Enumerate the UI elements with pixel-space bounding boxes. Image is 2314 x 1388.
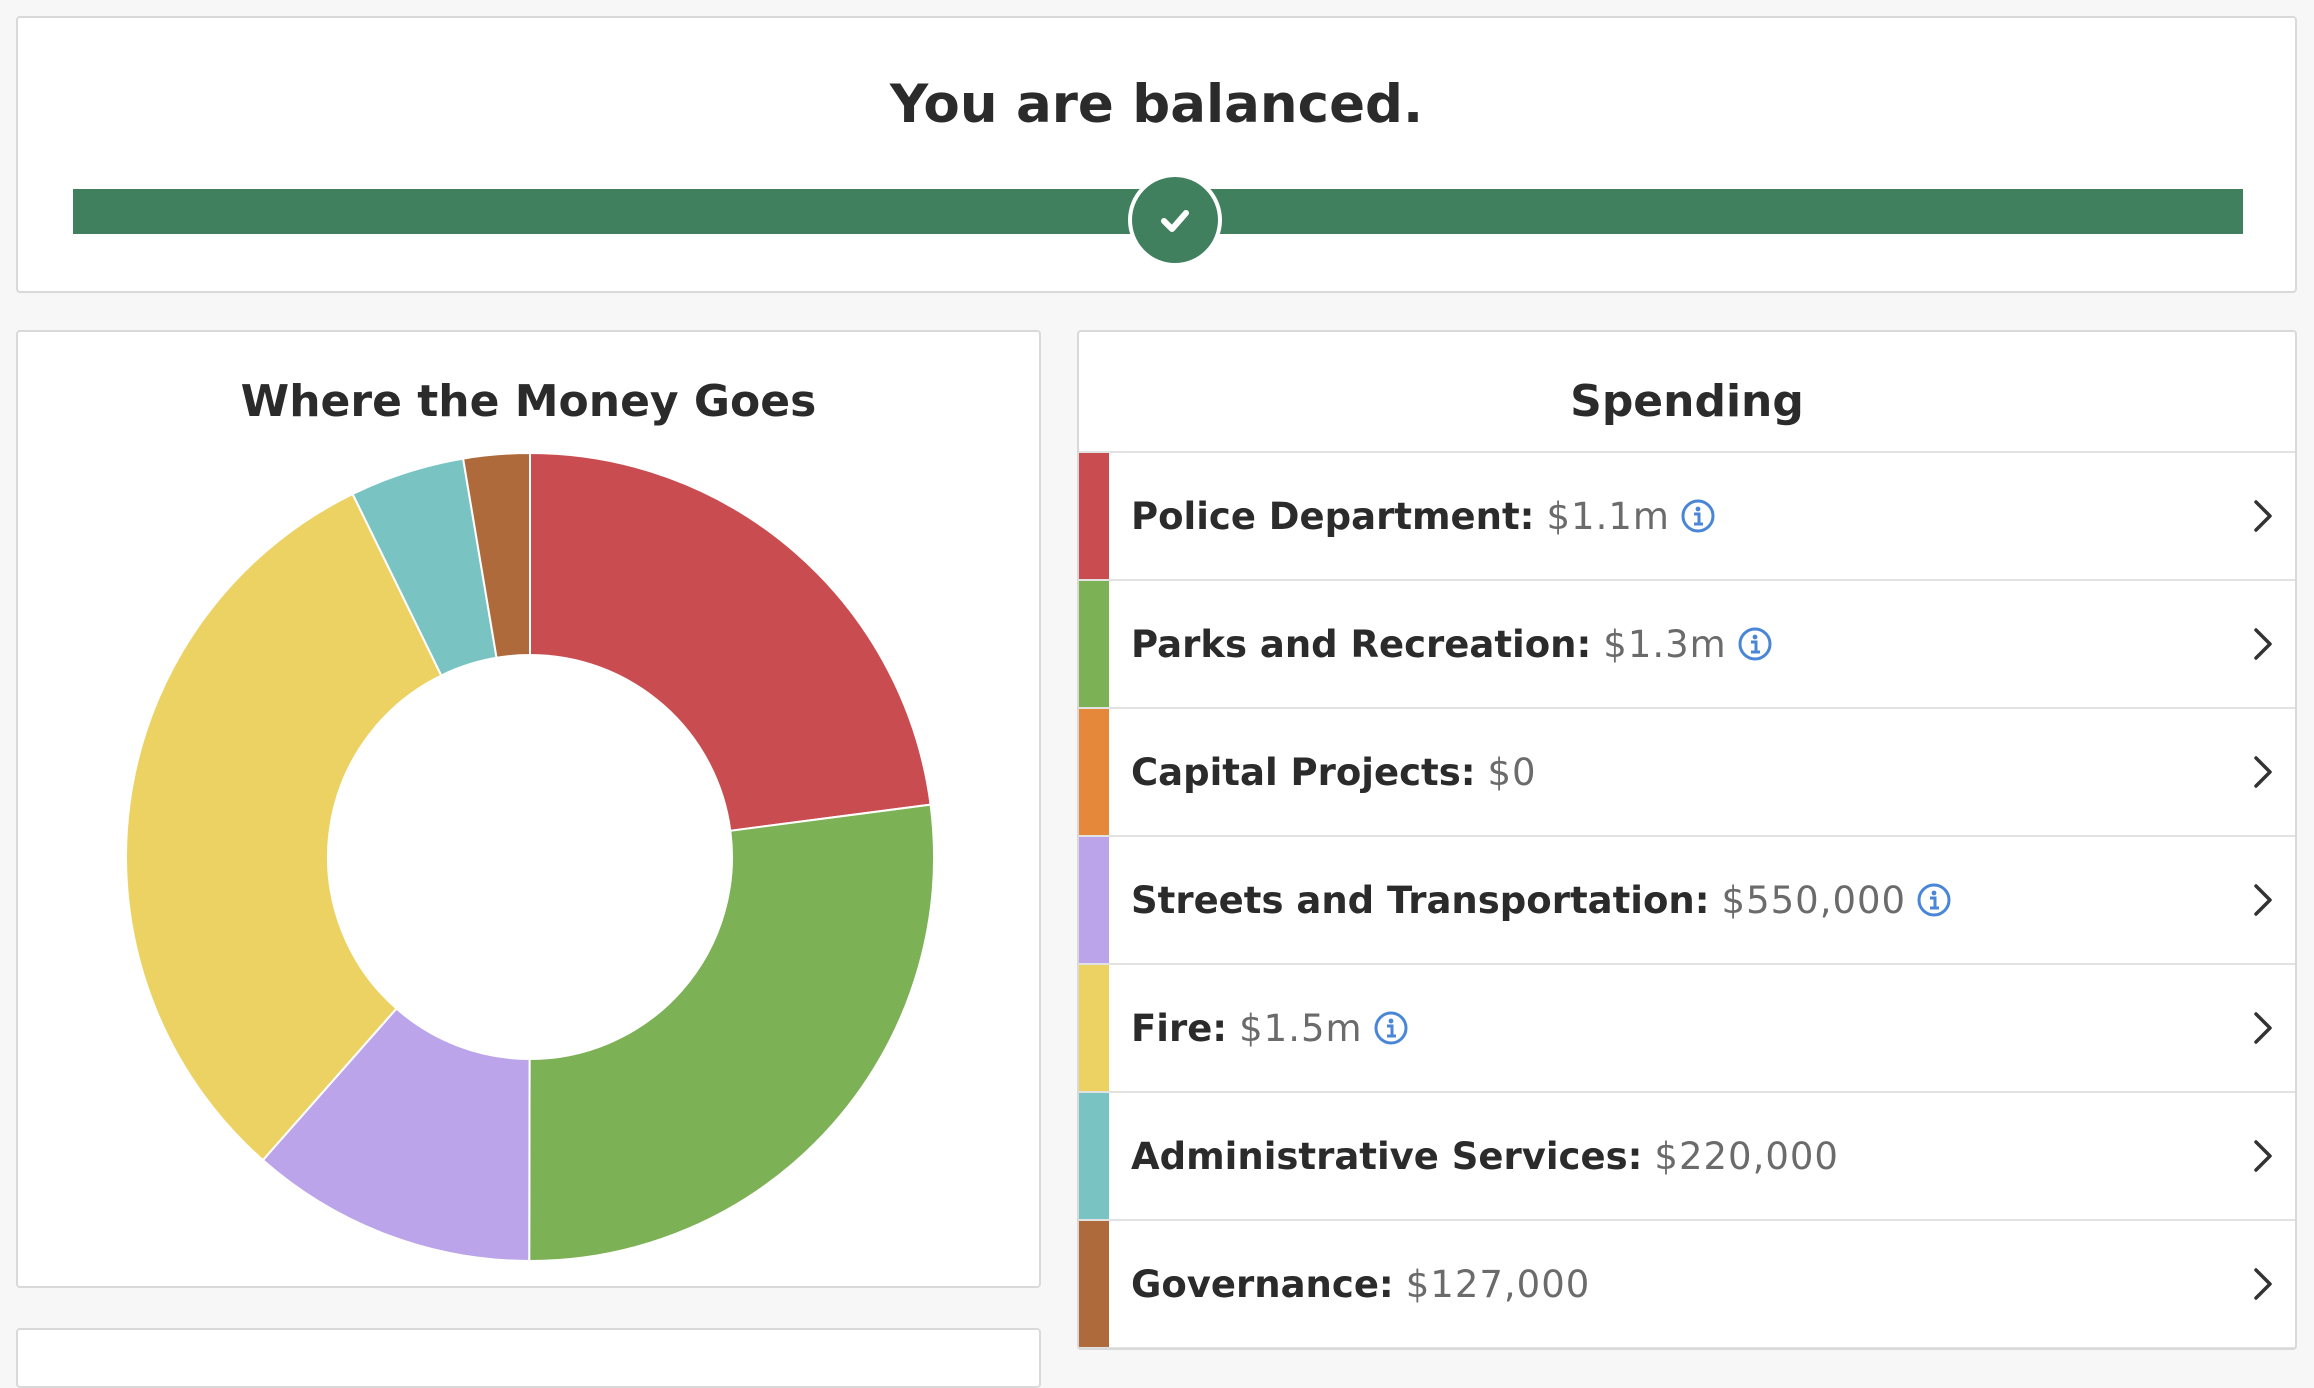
spending-label: Capital Projects: $0 xyxy=(1131,709,1537,835)
spending-title: Spending xyxy=(1570,376,1804,427)
chart-card: Where the Money Goes xyxy=(16,330,1041,1288)
donut-slice-police-department[interactable] xyxy=(529,451,932,832)
spending-label: Streets and Transportation: $550,000 xyxy=(1131,837,1952,963)
spending-amount: $550,000 xyxy=(1721,878,1907,922)
info-icon[interactable] xyxy=(1737,626,1773,662)
spending-name: Police Department: xyxy=(1131,494,1535,538)
spending-row-fire[interactable]: Fire: $1.5m xyxy=(1079,965,2295,1093)
color-swatch xyxy=(1079,1093,1109,1219)
balance-card: You are balanced. xyxy=(16,16,2297,293)
spending-amount: $220,000 xyxy=(1654,1134,1839,1178)
spending-name: Governance: xyxy=(1131,1262,1394,1306)
chevron-right-icon[interactable] xyxy=(2251,754,2275,794)
info-icon[interactable] xyxy=(1916,882,1952,918)
donut-slice-parks-and-recreation[interactable] xyxy=(528,803,935,1262)
color-swatch xyxy=(1079,1221,1109,1347)
spending-row-governance[interactable]: Governance: $127,000 xyxy=(1079,1221,2295,1348)
chart-title: Where the Money Goes xyxy=(240,376,817,427)
spending-row-streets-and-transportation[interactable]: Streets and Transportation: $550,000 xyxy=(1079,837,2295,965)
donut-slice-governance[interactable] xyxy=(461,451,531,659)
next-card xyxy=(16,1328,1041,1388)
spending-name: Capital Projects: xyxy=(1131,750,1476,794)
color-swatch xyxy=(1079,453,1109,579)
chevron-right-icon[interactable] xyxy=(2251,1138,2275,1178)
info-icon[interactable] xyxy=(1680,498,1716,534)
spending-name: Fire: xyxy=(1131,1006,1228,1050)
spending-label: Police Department: $1.1m xyxy=(1131,453,1716,579)
chevron-right-icon[interactable] xyxy=(2251,626,2275,666)
color-swatch xyxy=(1079,581,1109,707)
spending-label: Fire: $1.5m xyxy=(1131,965,1409,1091)
check-icon xyxy=(1161,210,1189,232)
spending-name: Parks and Recreation: xyxy=(1131,622,1592,666)
spending-name: Administrative Services: xyxy=(1131,1134,1643,1178)
balance-marker xyxy=(1128,173,1222,267)
spending-label: Governance: $127,000 xyxy=(1131,1221,1590,1347)
chevron-right-icon[interactable] xyxy=(2251,1010,2275,1050)
chevron-right-icon[interactable] xyxy=(2251,882,2275,922)
spending-row-administrative-services[interactable]: Administrative Services: $220,000 xyxy=(1079,1093,2295,1221)
spending-label: Administrative Services: $220,000 xyxy=(1131,1093,1839,1219)
spending-name: Streets and Transportation: xyxy=(1131,878,1710,922)
spending-label: Parks and Recreation: $1.3m xyxy=(1131,581,1773,707)
color-swatch xyxy=(1079,965,1109,1091)
spending-card: Spending Police Department: $1.1m Parks an… xyxy=(1077,330,2297,1350)
spending-row-parks-and-recreation[interactable]: Parks and Recreation: $1.3m xyxy=(1079,581,2295,709)
donut-slice-fire[interactable] xyxy=(125,492,443,1162)
spending-amount: $1.5m xyxy=(1239,1006,1363,1050)
color-swatch xyxy=(1079,837,1109,963)
chevron-right-icon[interactable] xyxy=(2251,498,2275,538)
spending-row-police-department[interactable]: Police Department: $1.1m xyxy=(1079,453,2295,581)
spending-amount: $1.3m xyxy=(1603,622,1727,666)
info-icon[interactable] xyxy=(1373,1010,1409,1046)
donut-slice-streets-and-transportation[interactable] xyxy=(261,1007,531,1263)
spending-amount: $127,000 xyxy=(1405,1262,1591,1306)
chevron-right-icon[interactable] xyxy=(2251,1266,2275,1306)
spending-row-capital-projects[interactable]: Capital Projects: $0 xyxy=(1079,709,2295,837)
spending-amount: $1.1m xyxy=(1546,494,1670,538)
balance-title: You are balanced. xyxy=(889,74,1424,135)
donut-chart xyxy=(125,451,935,1263)
spending-list: Police Department: $1.1m Parks and Recreat… xyxy=(1079,451,2295,1348)
spending-amount: $0 xyxy=(1487,750,1537,794)
color-swatch xyxy=(1079,709,1109,835)
